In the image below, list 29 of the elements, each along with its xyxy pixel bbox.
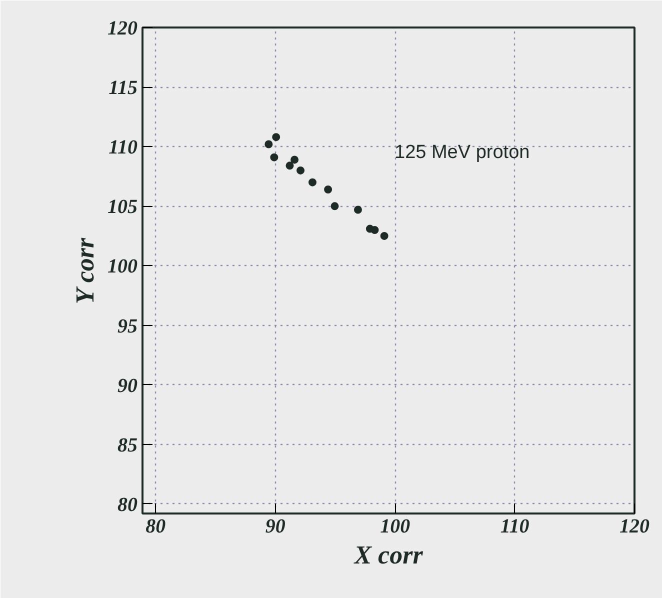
x-tick-label: 90 [265,516,286,538]
x-axis-title: X corr [353,540,424,570]
x-tick-label: 80 [146,516,166,538]
point [330,202,339,210]
point [264,140,273,148]
y-tick-label: 85 [118,434,138,456]
point [308,178,316,186]
y-tick-label: 80 [118,494,138,516]
x-tick-label: 100 [380,516,410,538]
point [324,186,332,194]
x-tick-label: 110 [500,516,530,538]
point [270,153,278,162]
annotation: 125 MeV proton [394,142,530,163]
point [370,226,379,234]
point [296,166,305,174]
y-tick-label: 105 [108,196,138,218]
point [380,232,388,240]
y-tick-label: 120 [108,18,138,40]
point [290,156,299,164]
point [272,133,280,142]
y-tick-label: 100 [108,256,138,278]
x-tick-label: 120 [620,516,650,538]
point [286,162,294,170]
y-tick-label: 115 [108,77,138,100]
y-axis-title: Y corr [70,237,100,304]
y-tick-label: 95 [118,315,138,338]
point [354,206,362,214]
y-tick-label: 90 [118,374,138,397]
y-tick-label: 110 [108,136,138,159]
